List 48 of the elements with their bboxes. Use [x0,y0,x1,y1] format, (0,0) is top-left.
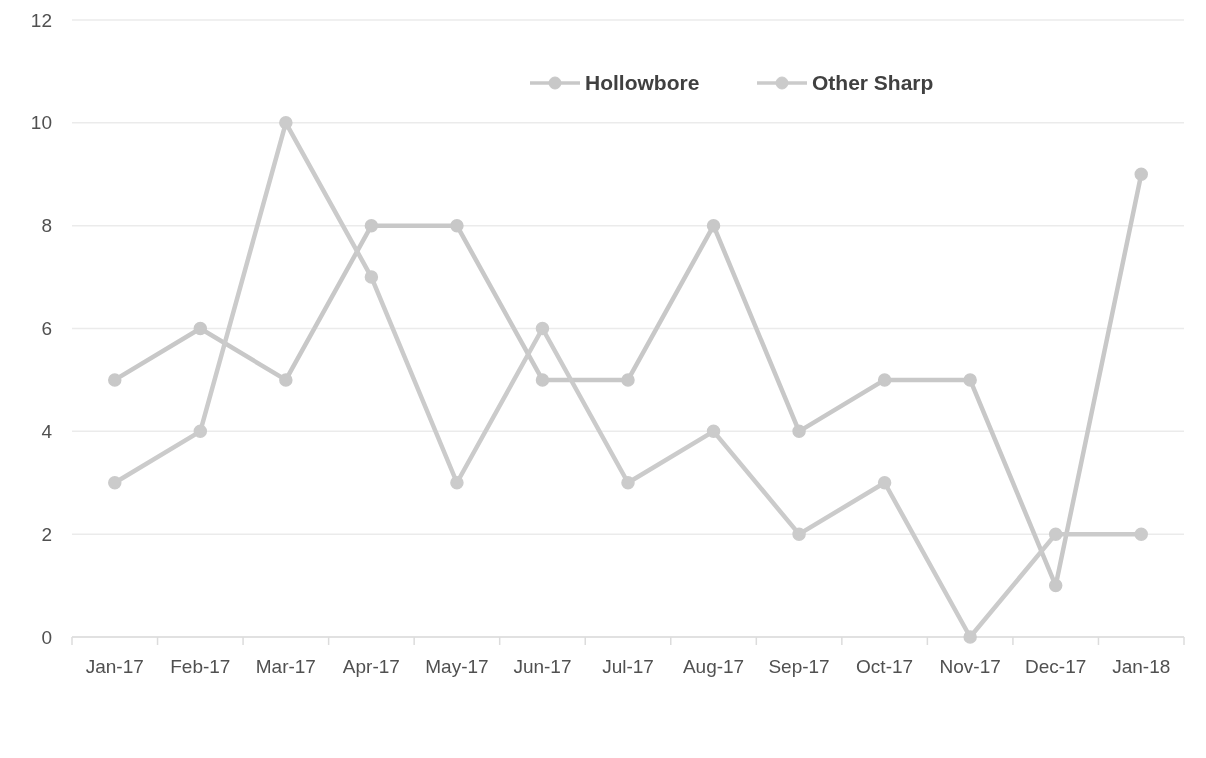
point [535,321,550,336]
x-tick-label: Dec-17 [1025,656,1087,677]
y-tick-label: 0 [41,626,52,648]
point [792,424,806,439]
x-tick-label: Oct-17 [856,656,914,677]
x-tick-label: Jan-17 [85,656,144,677]
point [706,218,721,233]
point [364,270,379,284]
point [1048,578,1063,593]
y-tick-label: 6 [41,318,52,340]
point [450,476,464,490]
legend-label: Other Sharp [812,71,934,95]
x-tick-label: Jun-17 [513,656,572,677]
point [963,630,977,644]
legend-label: Hollowbore [585,71,700,95]
point [1134,167,1148,181]
y-tick-label: 8 [41,215,52,237]
point [193,424,208,439]
point [1134,527,1148,541]
point [450,218,464,233]
x-tick-label: Aug-17 [682,656,745,677]
point [279,116,293,130]
x-tick-label: Sep-17 [768,656,830,677]
point [108,373,122,387]
y-tick-label: 2 [41,523,52,545]
point [364,218,379,233]
point [963,373,977,387]
point [108,476,122,490]
point [877,373,892,387]
point [706,424,721,439]
point [1048,527,1063,541]
point [621,476,635,490]
x-tick-label: Apr-17 [342,656,400,677]
point [279,373,293,387]
x-tick-label: Feb-17 [170,656,231,677]
x-tick-label: Mar-17 [255,656,316,677]
point [193,321,208,336]
y-tick-label: 10 [30,112,52,134]
x-tick-label: Jan-18 [1112,656,1171,677]
point [877,476,892,490]
point [535,373,550,387]
x-tick-label: May-17 [425,656,489,677]
point [792,527,806,541]
y-tick-label: 4 [41,420,53,442]
point [621,373,635,387]
x-tick-label: Jul-17 [602,656,654,677]
x-tick-label: Nov-17 [939,656,1001,677]
y-tick-label: 12 [30,9,52,31]
